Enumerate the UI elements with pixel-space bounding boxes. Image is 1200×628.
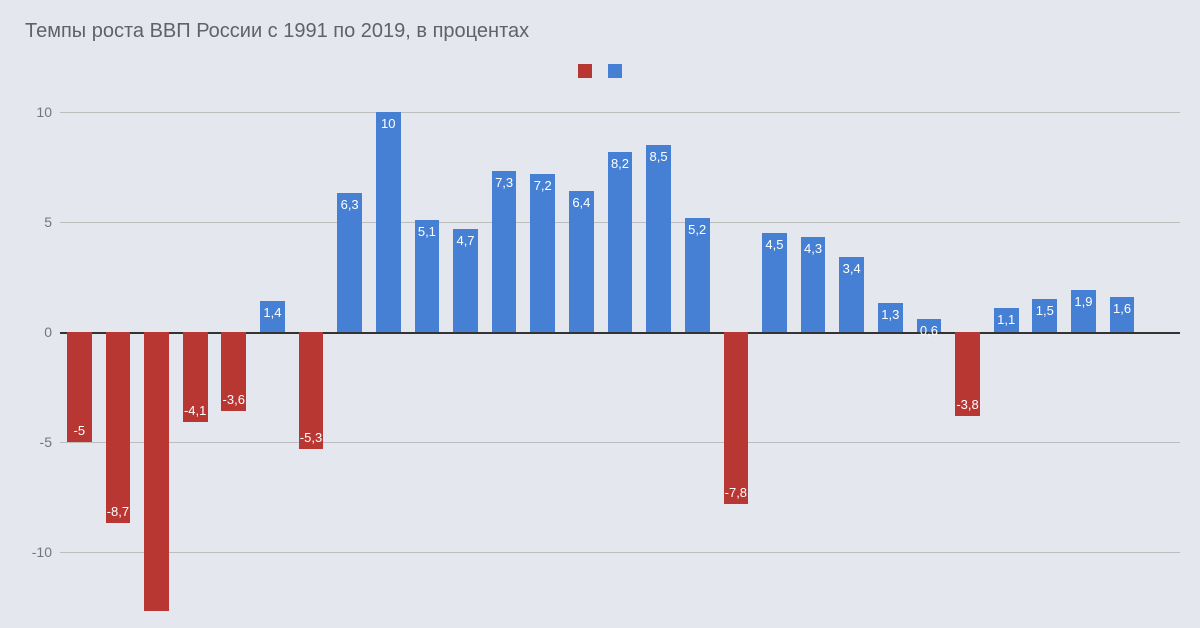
bar: 4,7 [453, 229, 478, 332]
plot-area: -5 -8,7 -4,1 -3,6 1,4 -5,3 6,3 10 5,1 4,7 7,3 7,2 6,… [60, 90, 1180, 618]
bar: -3,8 [955, 332, 980, 416]
bar-value-label: 10 [376, 116, 401, 131]
bar-value-label: 4,7 [453, 233, 478, 248]
bar: 1,9 [1071, 290, 1096, 332]
bar: 10 [376, 112, 401, 332]
bar: 5,2 [685, 218, 710, 332]
chart-container: Темпы роста ВВП России с 1991 по 2019, в… [0, 0, 1200, 628]
bar-value-label: -5 [67, 423, 92, 438]
bar-value-label: -7,8 [723, 485, 748, 500]
bar: 7,2 [530, 174, 555, 332]
bar-value-label: 6,3 [337, 197, 362, 212]
bar-value-label: -8,7 [106, 504, 131, 519]
chart-legend [0, 62, 1200, 80]
y-tick-label: -5 [12, 434, 52, 450]
bar-value-label: -5,3 [299, 430, 324, 445]
bar-value-label: 1,3 [878, 307, 903, 322]
bar: 1,6 [1110, 297, 1135, 332]
y-tick-label: 0 [12, 324, 52, 340]
bar: -5 [67, 332, 92, 442]
gridline [60, 112, 1180, 113]
bar-value-label: -3,6 [221, 392, 246, 407]
bar-value-label: 1,1 [994, 312, 1019, 327]
bar-value-label: 1,9 [1071, 294, 1096, 309]
bar: 8,2 [608, 152, 633, 332]
bar-value-label: 4,3 [801, 241, 826, 256]
bar-value-label: 1,4 [260, 305, 285, 320]
bar-value-label: -3,8 [955, 397, 980, 412]
bar: 6,4 [569, 191, 594, 332]
bar: 1,5 [1032, 299, 1057, 332]
bar [144, 332, 169, 611]
bar-value-label: 8,5 [646, 149, 671, 164]
bar-value-label: 8,2 [608, 156, 633, 171]
y-tick-label: 10 [12, 104, 52, 120]
bar: -3,6 [221, 332, 246, 411]
chart-title: Темпы роста ВВП России с 1991 по 2019, в… [25, 20, 529, 43]
bar: 6,3 [337, 193, 362, 332]
bar: 1,3 [878, 303, 903, 332]
bar: 1,4 [260, 301, 285, 332]
legend-swatch-positive [608, 64, 622, 78]
bar: 8,5 [646, 145, 671, 332]
bar-value-label: 1,6 [1110, 301, 1135, 316]
bar: 7,3 [492, 171, 517, 332]
bar: 1,1 [994, 308, 1019, 332]
y-tick-label: -10 [12, 544, 52, 560]
bar-value-label: 0,6 [917, 323, 942, 338]
bar-value-label: 7,2 [530, 178, 555, 193]
gridline [60, 552, 1180, 553]
bar-value-label: 5,2 [685, 222, 710, 237]
bar: -8,7 [106, 332, 131, 523]
y-tick-label: 5 [12, 214, 52, 230]
bar: 5,1 [415, 220, 440, 332]
bar-value-label: 5,1 [415, 224, 440, 239]
bar-value-label: -4,1 [183, 403, 208, 418]
gridline [60, 442, 1180, 443]
bar-value-label: 1,5 [1032, 303, 1057, 318]
bar-value-label: 6,4 [569, 195, 594, 210]
bar-value-label: 4,5 [762, 237, 787, 252]
bar-value-label: 7,3 [492, 175, 517, 190]
bar: 4,3 [801, 237, 826, 332]
bar: 0,6 [917, 319, 942, 332]
bar: -7,8 [724, 332, 749, 504]
bar: -5,3 [299, 332, 324, 449]
bar: 4,5 [762, 233, 787, 332]
legend-swatch-negative [578, 64, 592, 78]
bar: -4,1 [183, 332, 208, 422]
bar-value-label: 3,4 [839, 261, 864, 276]
bar: 3,4 [839, 257, 864, 332]
